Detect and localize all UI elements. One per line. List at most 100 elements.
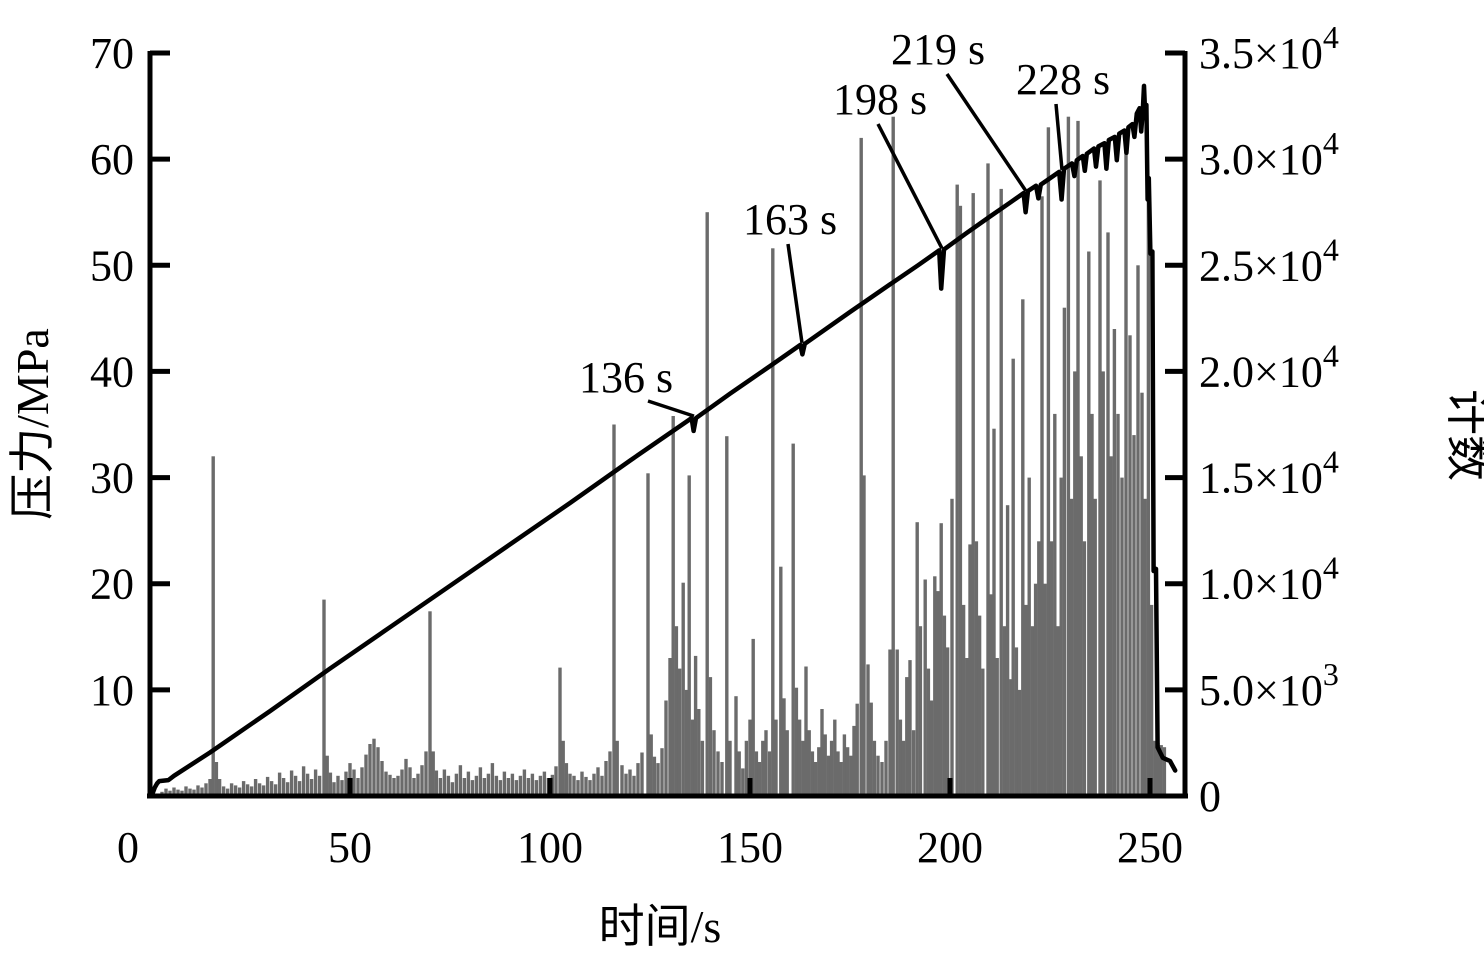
ae-count-bar (833, 719, 837, 796)
ae-count-bar (1066, 116, 1071, 796)
ae-count-bar (794, 687, 799, 796)
ae-count-bar (257, 783, 262, 796)
ae-count-bar (999, 188, 1003, 796)
ae-count-bar (845, 747, 850, 796)
ae-count-bar (384, 771, 388, 796)
ae-count-bar (923, 579, 927, 796)
ae-count-bar (1162, 747, 1167, 796)
ae-count-bar (356, 778, 360, 796)
ae-count-bar (1030, 626, 1035, 796)
ae-count-bar (301, 766, 306, 796)
y-left-tick-label: 10 (90, 666, 134, 715)
ae-count-bar (656, 763, 660, 796)
ae-count-bar (684, 689, 689, 796)
ae-count-bar (1079, 456, 1083, 796)
annotation-label: 198 s (833, 75, 927, 124)
ae-count-bar (872, 740, 877, 796)
ae-count-bar (424, 751, 428, 796)
ae-count-bar (748, 719, 752, 796)
ae-count-bar (297, 781, 302, 796)
ae-count-bar (810, 751, 815, 796)
ae-count-bar (829, 740, 834, 796)
y-left-tick-label: 50 (90, 241, 134, 290)
ae-count-bar (1059, 477, 1063, 796)
ae-count-bar (482, 778, 487, 796)
ae-count-bar (596, 767, 600, 796)
ae-count-bar (462, 778, 467, 796)
ae-count-bar (901, 740, 906, 796)
ae-count-bar (1049, 541, 1054, 796)
ae-count-bar (955, 184, 959, 797)
ae-count-bar (498, 780, 503, 796)
ae-count-bar (1073, 371, 1077, 796)
ae-count-bar (561, 740, 565, 796)
y-right-axis-title: 计数 (1442, 389, 1484, 481)
ae-count-bar (826, 755, 831, 796)
ae-count-bar (478, 767, 483, 796)
ae-count-bar (977, 615, 982, 796)
ae-count-bar (576, 780, 580, 796)
ae-count-bar (420, 765, 424, 796)
ae-count-bar (649, 734, 653, 796)
ae-count-bar (757, 762, 762, 796)
ae-count-bar (785, 730, 789, 796)
ae-count-bar (1101, 371, 1105, 796)
ae-count-bar (754, 751, 759, 796)
ae-count-bar (958, 205, 963, 797)
ae-count-bar (192, 789, 196, 796)
ae-count-bar (514, 780, 519, 796)
ae-count-bar (905, 677, 909, 796)
ae-count-bar (1017, 689, 1022, 796)
ae-count-bar (705, 212, 709, 796)
ae-count-bar (538, 775, 543, 796)
ae-count-bar (1136, 265, 1140, 796)
ae-count-bar (697, 709, 701, 796)
ae-count-bar (712, 730, 716, 796)
ae-count-bar (989, 594, 993, 796)
annotation-leader-line (647, 399, 695, 418)
ae-count-bar (636, 763, 640, 796)
ae-count-bar (660, 748, 664, 796)
ae-count-bar (608, 751, 612, 796)
ae-count-bar (965, 658, 969, 796)
ae-count-bar (1009, 679, 1013, 796)
ae-count-bar (880, 762, 884, 796)
ae-count-bar (1149, 604, 1154, 796)
ae-count-bar (322, 599, 326, 796)
ae-count-bar (866, 664, 870, 796)
y-right-tick-label: 5.0×103 (1199, 656, 1339, 715)
ae-count-bar (779, 566, 783, 796)
annotation-label: 136 s (579, 353, 673, 402)
ae-count-bar (470, 780, 475, 796)
ae-count-bar (936, 591, 940, 796)
ae-count-bar (1062, 307, 1067, 796)
ae-count-bar (273, 784, 278, 796)
ae-count-bar (368, 744, 372, 796)
ae-count-bar (261, 785, 266, 796)
ae-count-bar (1056, 626, 1060, 796)
ae-count-bar (693, 655, 698, 796)
ae-count-bar (690, 719, 695, 796)
ae-count-bar (506, 778, 511, 796)
ae-count-bar (172, 787, 176, 796)
ae-count-bar (813, 762, 818, 796)
ae-count-bar (490, 763, 495, 796)
ae-count-bar (1109, 456, 1113, 796)
ae-count-bar (926, 668, 931, 796)
ae-count-bar (564, 763, 569, 796)
ae-count-bar (208, 779, 212, 796)
ae-count-bar (945, 647, 950, 796)
ae-count-bar (188, 788, 192, 796)
ae-count-bar (891, 116, 895, 796)
ae-count-bar (1043, 583, 1047, 796)
ae-count-bar (204, 783, 208, 796)
ae-count-bar (884, 740, 888, 796)
ae-count-bar (542, 771, 547, 796)
ae-count-bar (974, 541, 979, 796)
ae-count-bar (237, 787, 242, 796)
ae-count-bar (911, 730, 916, 796)
ae-count-bar (737, 751, 741, 796)
ae-count-bar (1040, 196, 1044, 797)
ae-count-bar (518, 775, 523, 796)
